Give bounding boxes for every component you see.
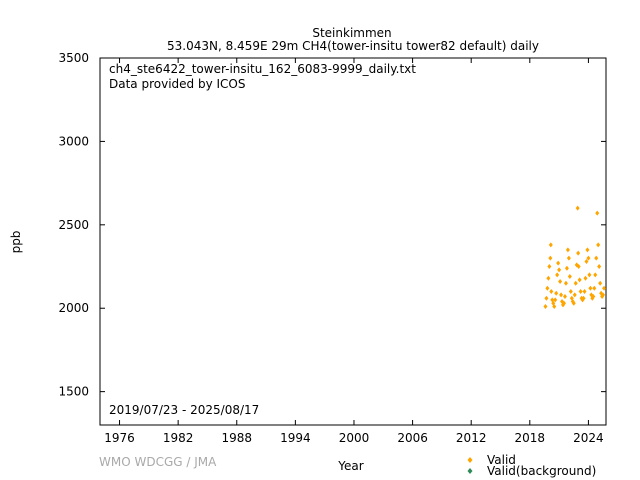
data-point [571, 300, 576, 306]
data-point [545, 285, 550, 291]
x-tick-label: 1994 [280, 431, 311, 445]
data-point [562, 294, 567, 300]
data-point [543, 304, 548, 310]
data-point [563, 280, 568, 286]
x-tick-label: 2000 [339, 431, 370, 445]
x-tick-label: 2006 [397, 431, 428, 445]
data-point [594, 255, 599, 261]
y-tick-label: 3000 [58, 134, 89, 148]
data-point [566, 255, 571, 261]
data-point [564, 265, 569, 271]
data-point [547, 264, 552, 270]
data-point [582, 289, 587, 295]
data-point [554, 290, 559, 296]
data-point [598, 280, 603, 286]
data-point [552, 304, 557, 310]
date-range: 2019/07/23 - 2025/08/17 [109, 403, 260, 417]
y-tick-label: 2000 [58, 301, 89, 315]
data-point [585, 247, 590, 253]
data-point [584, 259, 589, 265]
data-point [573, 280, 578, 286]
data-point [591, 294, 596, 300]
legend: Valid Valid(background) [467, 453, 596, 478]
credit-text: WMO WDCGG / JMA [99, 455, 217, 469]
x-tick-label: 1976 [104, 431, 135, 445]
data-point [602, 285, 607, 291]
axis-ticks: 1976 1982 1988 1994 2000 2006 2012 2018 2024 1500… [58, 51, 606, 445]
data-point [555, 272, 560, 278]
data-point [544, 295, 549, 301]
data-point [549, 289, 554, 295]
data-point [592, 285, 597, 291]
x-tick-label: 1988 [221, 431, 252, 445]
data-point [588, 285, 593, 291]
data-point [597, 264, 602, 270]
x-axis-label: Year [337, 459, 363, 473]
legend-marker-background [467, 468, 473, 474]
data-point [561, 300, 566, 306]
data-point [577, 277, 582, 283]
legend-label-valid: Valid [487, 453, 516, 467]
data-point [556, 260, 561, 266]
x-tick-label: 1982 [163, 431, 194, 445]
data-point [558, 279, 563, 285]
legend-label-background: Valid(background) [487, 464, 596, 478]
data-point [601, 292, 606, 298]
data-point [575, 205, 580, 211]
y-tick-label: 3500 [58, 51, 89, 65]
data-point [587, 272, 592, 278]
data-point [559, 292, 564, 298]
data-point [586, 255, 591, 261]
y-tick-label: 1500 [58, 385, 89, 399]
data-filename: ch4_ste6422_tower-insitu_162_6083-9999_d… [109, 62, 416, 76]
data-point [565, 247, 570, 253]
data-point [568, 289, 573, 295]
data-point [576, 264, 581, 270]
chart-subtitle: 53.043N, 8.459E 29m CH4(tower-insitu tow… [167, 39, 539, 53]
x-tick-label: 2018 [515, 431, 546, 445]
data-point [581, 295, 586, 301]
data-points [543, 205, 607, 310]
data-point [595, 210, 600, 216]
data-point [596, 242, 601, 248]
data-point [546, 275, 551, 281]
station-title: Steinkimmen [312, 26, 392, 40]
x-tick-label: 2024 [573, 431, 604, 445]
x-tick-label: 2012 [456, 431, 487, 445]
data-provider: Data provided by ICOS [109, 77, 246, 91]
data-point [548, 242, 553, 248]
data-point [572, 292, 577, 298]
data-point [576, 250, 581, 256]
data-point [553, 297, 558, 303]
data-point [567, 274, 572, 280]
y-axis-label: ppb [9, 231, 23, 254]
legend-marker-valid [467, 457, 473, 463]
data-point [548, 255, 553, 261]
data-point [593, 272, 598, 278]
y-tick-label: 2500 [58, 218, 89, 232]
data-point [578, 289, 583, 295]
plot-frame [99, 57, 607, 426]
data-point [557, 267, 562, 273]
data-point [583, 275, 588, 281]
